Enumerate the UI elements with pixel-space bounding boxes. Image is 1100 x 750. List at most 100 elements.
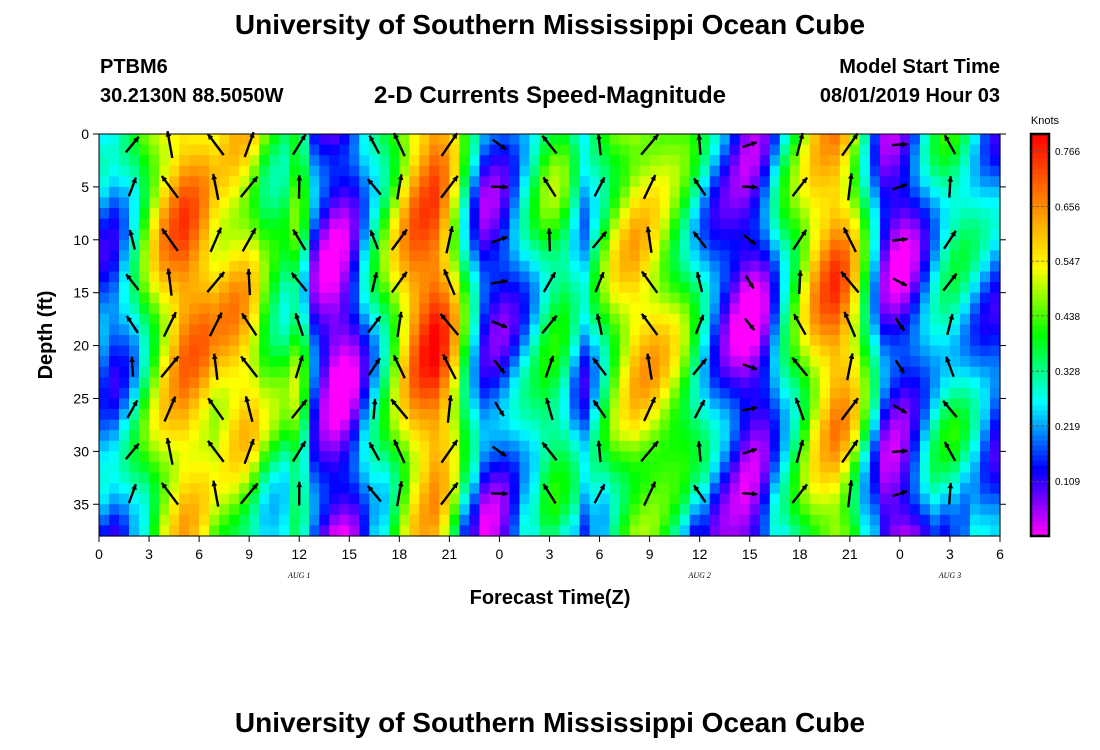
heatmap-cell (889, 409, 901, 421)
heatmap-cell (719, 461, 731, 474)
heatmap-cell (579, 260, 591, 273)
heatmap-cell (809, 239, 821, 251)
heatmap-cell (799, 218, 811, 230)
heatmap-cell (439, 282, 450, 294)
heatmap-cell (789, 176, 801, 188)
heatmap-cell (429, 398, 440, 410)
colorbar-segment (1031, 149, 1049, 155)
heatmap-cell (119, 282, 130, 294)
heatmap-cell (609, 525, 621, 537)
heatmap-cell (569, 377, 581, 389)
heatmap-cell (339, 197, 350, 209)
heatmap-cell (129, 377, 140, 389)
heatmap-cell (319, 356, 330, 368)
heatmap-cell (209, 260, 220, 273)
heatmap-cell (129, 504, 140, 516)
heatmap-cell (219, 409, 230, 421)
heatmap-cell (589, 186, 601, 199)
heatmap-cell (909, 514, 921, 527)
heatmap-cell (759, 409, 771, 421)
heatmap-cell (139, 377, 150, 389)
heatmap-cell (719, 208, 731, 220)
heatmap-cell (709, 197, 721, 209)
heatmap-cell (549, 197, 561, 209)
heatmap-cell (289, 419, 300, 431)
heatmap-cell (479, 218, 491, 230)
heatmap-cell (679, 239, 691, 251)
heatmap-cell (769, 208, 781, 220)
colorbar-segment (1031, 385, 1049, 391)
heatmap-cell (289, 356, 300, 368)
heatmap-cell (289, 208, 300, 220)
heatmap-cell (499, 250, 511, 262)
heatmap-cell (649, 493, 661, 505)
heatmap-cell (719, 345, 731, 357)
heatmap-cell (699, 282, 711, 294)
heatmap-cell (809, 504, 821, 516)
heatmap-cell (549, 335, 561, 347)
heatmap-cell (859, 303, 871, 315)
heatmap-cell (769, 483, 781, 495)
heatmap-cell (189, 303, 200, 315)
current-arrow (160, 175, 179, 199)
heatmap-cell (149, 514, 160, 527)
heatmap-cell (709, 451, 721, 463)
x-tick-label: 3 (546, 546, 554, 562)
heatmap-cell (159, 282, 170, 294)
heatmap-cell (919, 208, 931, 220)
heatmap-cell (119, 430, 130, 442)
heatmap-cell (489, 409, 501, 421)
colorbar-segment (1031, 254, 1049, 261)
heatmap-cell (879, 229, 891, 241)
heatmap-cell (919, 250, 931, 262)
heatmap-cell (819, 250, 831, 262)
heatmap-cell (839, 218, 851, 230)
heatmap-cell (529, 229, 541, 241)
heatmap-cell (299, 493, 310, 505)
heatmap-cell (399, 239, 410, 251)
heatmap-cell (969, 144, 981, 156)
heatmap-cell (819, 514, 831, 527)
heatmap-cell (939, 303, 951, 315)
heatmap-cell (559, 419, 571, 431)
heatmap-cell (779, 440, 791, 452)
heatmap-cell (439, 218, 450, 230)
heatmap-cell (539, 356, 551, 368)
heatmap-cell (539, 366, 551, 378)
heatmap-cell (199, 430, 210, 442)
heatmap-cell (169, 176, 180, 188)
heatmap-cell (449, 282, 460, 294)
heatmap-cell (329, 472, 340, 484)
heatmap-cell (339, 345, 350, 357)
current-arrow (491, 138, 507, 151)
heatmap-cell (119, 218, 130, 230)
heatmap-cell (899, 409, 911, 421)
heatmap-cell (549, 387, 561, 400)
heatmap-cell (669, 186, 681, 199)
heatmap-cell (909, 504, 921, 516)
heatmap-cell (549, 377, 561, 389)
current-arrow (742, 405, 758, 412)
heatmap-cell (299, 345, 310, 357)
heatmap-cell (559, 430, 571, 442)
heatmap-cell (469, 451, 481, 463)
heatmap-cell (949, 493, 961, 505)
heatmap-cell (949, 398, 961, 410)
heatmap-cell (329, 398, 340, 410)
heatmap-cell (899, 292, 911, 304)
heatmap-cell (309, 155, 320, 167)
colorbar-tick-label: 0.438 (1055, 312, 1080, 323)
heatmap-cell (789, 472, 801, 484)
heatmap-cell (739, 208, 751, 220)
colorbar-title: Knots (1031, 115, 1060, 127)
current-arrow (742, 184, 758, 190)
heatmap-cell (509, 292, 521, 304)
heatmap-cell (99, 303, 110, 315)
heatmap-cell (479, 292, 491, 304)
heatmap-cell (179, 176, 190, 188)
heatmap-cell (649, 483, 661, 495)
heatmap-cell (209, 345, 220, 357)
heatmap-cell (519, 335, 531, 347)
heatmap-cell (419, 165, 430, 177)
heatmap-cell (149, 197, 160, 209)
